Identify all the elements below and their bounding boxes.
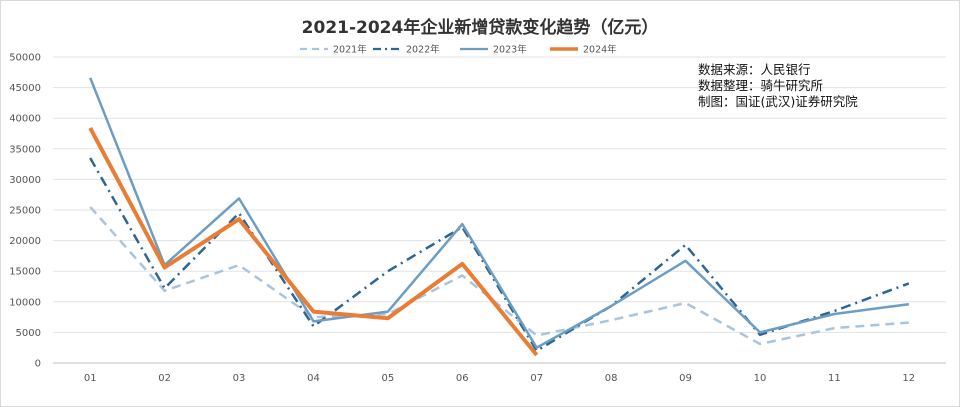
x-tick-label: 02 [158,373,171,384]
series-line-1 [89,206,909,346]
y-tick-label: 50000 [9,53,41,64]
series-line-3 [89,77,909,349]
x-tick-label: 08 [605,373,618,384]
series-line-4 [88,127,539,357]
x-tick-label: 12 [902,373,915,384]
x-tick-label: 04 [307,373,320,384]
source-line-1: 数据来源：人民银行 [698,62,811,77]
x-tick-label: 06 [456,373,469,384]
chart-title: 2021-2024年企业新增贷款变化趋势（亿元） [301,18,659,38]
y-tick-label: 10000 [9,297,41,308]
legend-label: 2024年 [583,44,617,56]
source-notes: 数据来源：人民银行 数据整理：骑牛研究所 制图：国证(武汉)证券研究院 [698,62,858,110]
legend-label: 2022年 [406,44,440,56]
x-tick-label: 10 [754,373,767,384]
y-tick-label: 15000 [9,267,41,278]
y-tick-label: 30000 [9,175,41,186]
legend-label: 2023年 [493,44,527,56]
y-tick-label: 45000 [9,83,41,94]
y-tick-label: 5000 [16,328,41,339]
x-tick-label: 01 [84,373,97,384]
y-tick-label: 35000 [9,144,41,155]
source-line-2: 数据整理：骑牛研究所 [698,78,824,93]
x-tick-label: 11 [828,373,841,384]
x-tick-label: 07 [530,373,543,384]
y-tick-label: 0 [35,359,41,370]
series-line-2 [89,157,910,353]
legend-label: 2021年 [333,44,367,56]
x-tick-label: 05 [382,373,395,384]
y-tick-label: 20000 [9,236,41,247]
x-tick-label: 03 [233,373,246,384]
y-tick-label: 40000 [9,114,41,125]
source-line-3: 制图：国证(武汉)证券研究院 [698,94,858,109]
y-tick-label: 25000 [9,206,41,217]
x-tick-label: 09 [679,373,692,384]
